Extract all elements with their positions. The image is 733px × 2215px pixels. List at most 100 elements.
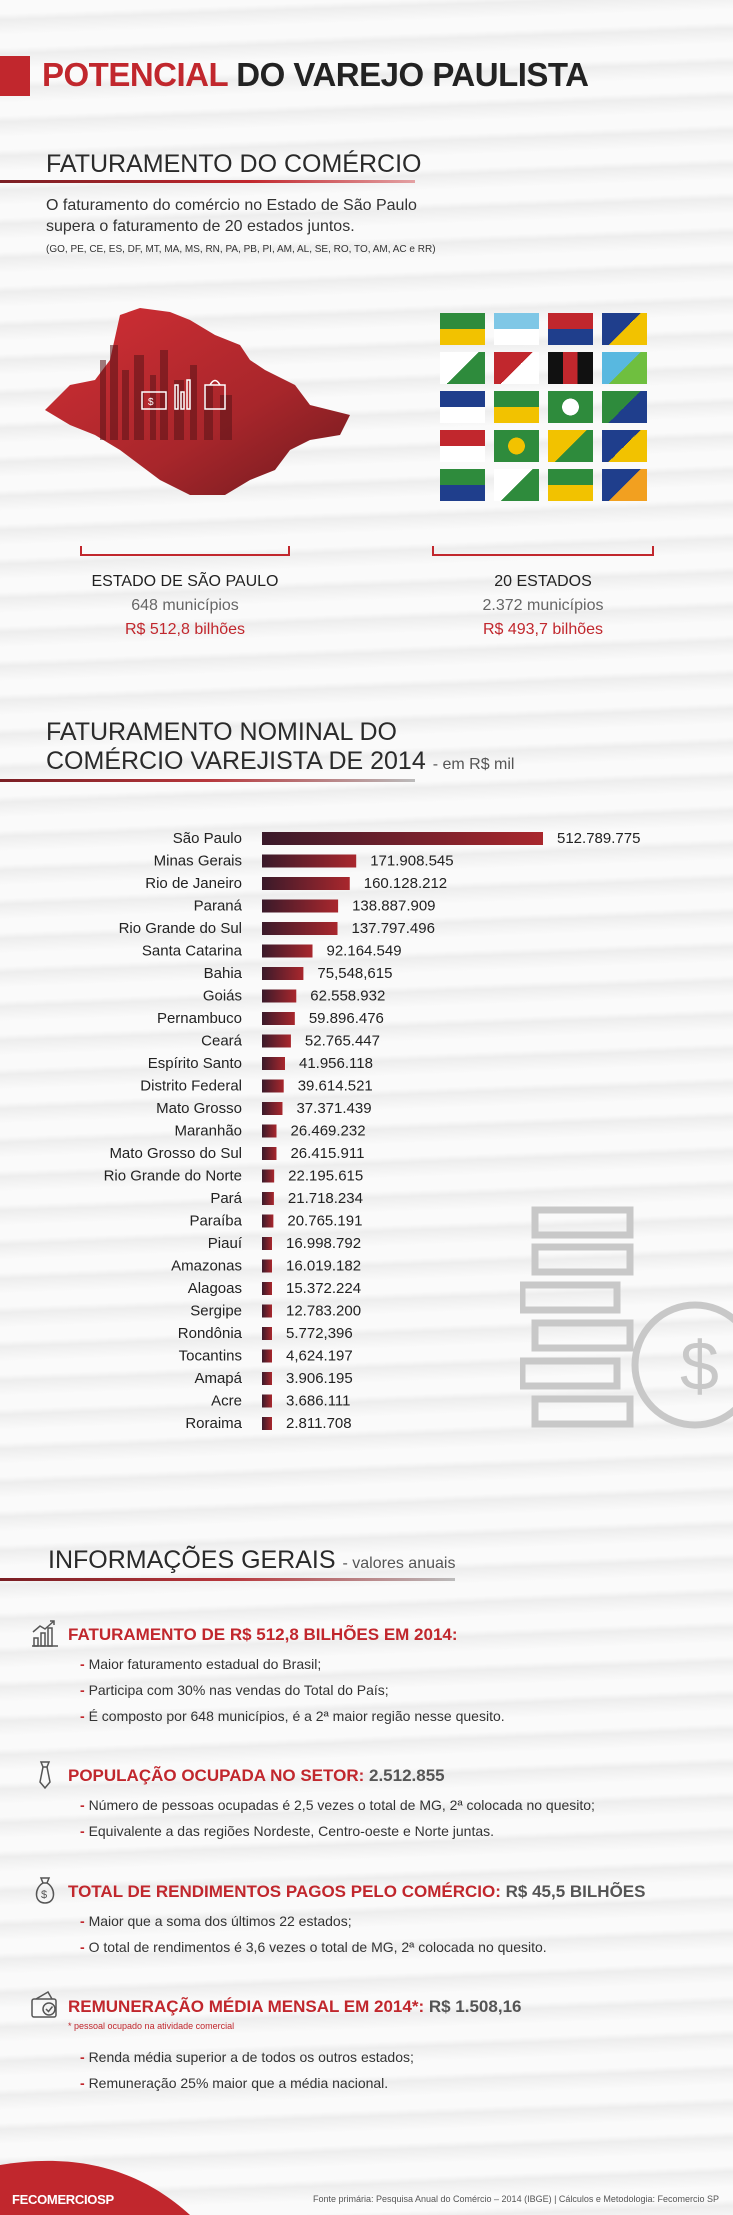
bullet-item: O total de rendimentos é 3,6 vezes o tot… <box>80 1934 547 1960</box>
value-label: 137.797.496 <box>352 920 435 937</box>
state-flag <box>602 352 647 384</box>
intro-line-1: O faturamento do comércio no Estado de S… <box>46 197 417 214</box>
value-label: 39.614.521 <box>298 1078 373 1095</box>
state-flag <box>440 313 485 345</box>
bar <box>262 967 304 980</box>
category-label: Minas Gerais <box>154 853 242 870</box>
bar <box>262 1124 277 1138</box>
info-head-2-text: POPULAÇÃO OCUPADA NO SETOR: <box>68 1766 365 1785</box>
bar <box>262 1417 272 1430</box>
source-note: Fonte primária: Pesquisa Anual do Comérc… <box>312 2194 719 2204</box>
bar <box>262 1282 272 1295</box>
value-label: 4,624.197 <box>286 1348 353 1365</box>
bar <box>262 854 357 868</box>
value-label: 3.686.111 <box>286 1393 351 1410</box>
info-head-1-text: FATURAMENTO DE R$ 512,8 BILHÕES EM 2014: <box>68 1625 458 1644</box>
category-label: Alagoas <box>188 1280 242 1297</box>
title-accent-bar <box>0 56 30 96</box>
bullet-item: Renda média superior a de todos os outro… <box>80 2044 414 2070</box>
bar <box>262 1349 272 1363</box>
bar <box>262 1034 291 1048</box>
bar <box>262 1214 274 1228</box>
value-label: 160.128.212 <box>364 875 447 892</box>
footer-swoosh <box>0 2160 190 2215</box>
bar <box>262 899 339 913</box>
chart-title-line-2: COMÉRCIO VAREJISTA DE 2014 - em R$ mil <box>46 747 514 776</box>
state-flag <box>440 352 485 384</box>
money-bag-icon: $ <box>35 1877 55 1904</box>
info-bullets-4: Renda média superior a de todos os outro… <box>80 2044 414 2096</box>
bar <box>262 1394 272 1408</box>
state-flag <box>602 430 647 462</box>
value-label: 52.765.447 <box>305 1033 380 1050</box>
info-note-4: * pessoal ocupado na atividade comercial <box>68 2021 235 2031</box>
state-flag <box>494 391 539 423</box>
state-flag <box>548 313 593 345</box>
info-bullets-2: Número de pessoas ocupadas é 2,5 vezes o… <box>80 1792 595 1844</box>
bullet-item: Equivalente a das regiões Nordeste, Cent… <box>80 1818 595 1844</box>
bar <box>262 1169 275 1183</box>
value-label: 62.558.932 <box>310 988 385 1005</box>
bar-chart: São Paulo 512.789.775 Minas Gerais 171.908.… <box>104 830 641 1432</box>
category-label: Goiás <box>203 988 242 1005</box>
svg-text:$: $ <box>148 397 154 408</box>
bullet-item: Número de pessoas ocupadas é 2,5 vezes o… <box>80 1792 595 1818</box>
sp-stat-title: ESTADO DE SÃO PAULO <box>91 573 279 590</box>
info-value-3: R$ 45,5 BILHÕES <box>505 1882 646 1901</box>
bar <box>262 1327 272 1340</box>
bar <box>262 1079 284 1093</box>
intro-line-2: supera o faturamento de 20 estados junto… <box>46 218 355 235</box>
value-label: 12.783.200 <box>286 1303 361 1320</box>
info-title-text: INFORMAÇÕES GERAIS <box>48 1546 336 1574</box>
value-label: 59.896.476 <box>309 1010 384 1027</box>
category-label: Ceará <box>201 1033 243 1050</box>
state-flag <box>494 430 539 462</box>
value-label: 3.906.195 <box>286 1370 353 1387</box>
info-head-3: TOTAL DE RENDIMENTOS PAGOS PELO COMÉRCIO… <box>68 1882 645 1902</box>
state-flag <box>602 391 647 423</box>
value-label: 512.789.775 <box>557 830 640 847</box>
bullet-item: Remuneração 25% maior que a média nacion… <box>80 2070 414 2096</box>
value-label: 20.765.191 <box>287 1213 362 1230</box>
chart-title-line-2-text: COMÉRCIO VAREJISTA DE 2014 <box>46 747 426 775</box>
section-underline <box>0 180 415 183</box>
tie-icon <box>39 1761 51 1790</box>
bar <box>262 1012 295 1025</box>
states-bracket <box>432 546 654 556</box>
bullet-item: Maior faturamento estadual do Brasil; <box>80 1651 505 1677</box>
info-head-2: POPULAÇÃO OCUPADA NO SETOR: 2.512.855 <box>68 1766 445 1786</box>
info-head-3-text: TOTAL DE RENDIMENTOS PAGOS PELO COMÉRCIO… <box>68 1882 501 1901</box>
state-flag <box>494 469 539 501</box>
value-label: 171.908.545 <box>370 853 453 870</box>
category-label: Pará <box>210 1190 242 1207</box>
states-list: (GO, PE, CE, ES, DF, MT, MA, MS, RN, PA,… <box>46 244 436 255</box>
value-label: 15.372.224 <box>286 1280 361 1297</box>
state-flag <box>494 313 539 345</box>
info-head-4-text: REMUNERAÇÃO MÉDIA MENSAL EM 2014*: <box>68 1997 425 2016</box>
sao-paulo-map: $ <box>45 308 350 495</box>
page-title: POTENCIAL DO VAREJO PAULISTA <box>42 56 589 94</box>
info-subtitle: - valores anuais <box>342 1555 456 1572</box>
state-flag <box>548 352 593 384</box>
info-section-title: INFORMAÇÕES GERAIS - valores anuais <box>48 1546 455 1575</box>
bar <box>262 1237 272 1250</box>
state-flag <box>440 391 485 423</box>
category-label: Paraíba <box>189 1213 242 1230</box>
bar <box>262 944 313 958</box>
bar <box>262 1057 285 1070</box>
chart-title-line-1: FATURAMENTO NOMINAL DO <box>46 718 397 746</box>
value-label: 26.415.911 <box>290 1145 364 1162</box>
value-label: 37.371.439 <box>296 1100 371 1117</box>
value-label: 16.019.182 <box>286 1258 361 1275</box>
bullet-item: Participa com 30% nas vendas do Total do… <box>80 1677 505 1703</box>
wallet-check-icon <box>31 1990 57 2018</box>
bar <box>262 1102 283 1115</box>
bar <box>262 1259 272 1273</box>
value-label: 22.195.615 <box>288 1168 363 1185</box>
category-label: Rio Grande do Sul <box>119 920 242 937</box>
value-label: 16.998.792 <box>286 1235 361 1252</box>
category-label: Rio Grande do Norte <box>104 1168 242 1185</box>
category-label: Roraima <box>185 1415 242 1432</box>
state-flag <box>602 313 647 345</box>
info-value-4: R$ 1.508,16 <box>428 1997 522 2016</box>
